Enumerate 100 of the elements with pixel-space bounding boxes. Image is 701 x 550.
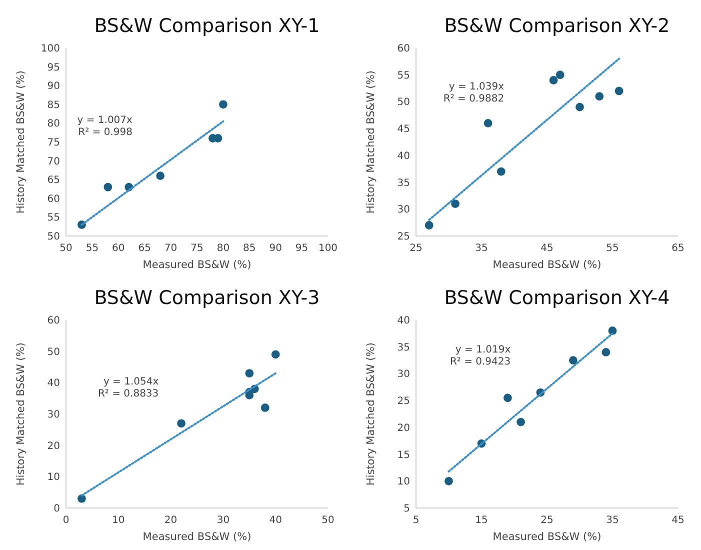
chart-title: BS&W Comparison XY-3: [94, 287, 320, 309]
y-tick-label: 30: [397, 204, 410, 216]
x-tick-label: 35: [606, 515, 619, 526]
annotation: R² = 0.9423: [450, 356, 511, 368]
point: [271, 350, 280, 359]
y-tick-label: 35: [397, 342, 410, 354]
annotation: y = 1.019x: [455, 344, 511, 356]
point: [504, 394, 512, 402]
y-tick-label: 100: [40, 44, 60, 54]
x-tick-label: 45: [672, 515, 684, 526]
point: [451, 200, 460, 208]
point: [496, 167, 506, 176]
y-tick-label: 25: [397, 232, 410, 242]
y-tick-label: 90: [47, 81, 60, 92]
x-tick-label: 65: [138, 243, 151, 254]
annotation: y = 1.039x: [448, 81, 504, 92]
y-tick-label: 50: [47, 346, 60, 358]
x-axis-title: Measured BS&W (%): [142, 259, 252, 271]
point: [260, 404, 270, 412]
y-tick-label: 60: [47, 316, 60, 326]
y-tick-label: 25: [397, 396, 410, 408]
y-tick-label: 95: [47, 62, 60, 74]
x-tick-label: 45: [540, 243, 554, 254]
x-tick-label: 35: [475, 243, 488, 254]
point: [219, 100, 228, 109]
y-tick-label: 60: [47, 194, 60, 205]
annotation: y = 1.054x: [103, 376, 159, 388]
point: [104, 182, 112, 192]
point: [484, 119, 492, 128]
point: [576, 102, 584, 112]
x-tick-label: 5: [412, 515, 420, 526]
x-tick-label: 70: [164, 243, 178, 254]
y-tick-label: 5: [404, 504, 410, 514]
y-axis-title: History Matched BS&W (%): [365, 342, 377, 486]
x-axis-title: Measured BS&W (%): [492, 531, 602, 543]
point: [516, 418, 525, 426]
annotation: R² = 0.9882: [443, 93, 504, 104]
x-tick-label: 65: [672, 243, 684, 254]
annotation: y = 1.007x: [77, 115, 133, 126]
annotation: R² = 0.998: [78, 127, 132, 138]
x-tick-label: 90: [269, 243, 282, 254]
y-tick-label: 10: [47, 472, 60, 484]
y-tick-label: 65: [47, 175, 60, 186]
x-tick-label: 60: [112, 243, 125, 254]
y-tick-label: 10: [397, 476, 410, 488]
x-tick-label: 25: [540, 515, 554, 526]
y-tick-label: 30: [397, 369, 410, 380]
point: [569, 356, 578, 364]
y-tick-label: 20: [47, 440, 60, 452]
x-tick-label: 95: [295, 243, 308, 254]
x-tick-label: 40: [269, 515, 282, 526]
y-tick-label: 0: [54, 504, 60, 514]
y-tick-label: 60: [397, 44, 410, 54]
x-tick-label: 80: [216, 243, 230, 254]
y-tick-label: 70: [47, 156, 60, 168]
point: [245, 369, 254, 378]
y-axis-title: History Matched BS&W (%): [15, 342, 27, 486]
point: [177, 419, 186, 428]
y-tick-label: 55: [47, 212, 60, 224]
chart-title: BS&W Comparison XY-2: [444, 15, 670, 37]
y-axis-title: History Matched BS&W (%): [365, 70, 377, 214]
y-tick-label: 75: [47, 138, 60, 148]
x-tick-label: 0: [62, 515, 70, 526]
x-tick-label: 55: [86, 243, 99, 254]
chart-title: BS&W Comparison XY-4: [444, 287, 670, 309]
x-tick-label: 50: [60, 243, 72, 254]
y-tick-label: 40: [397, 150, 410, 162]
x-tick-label: 30: [216, 515, 230, 526]
point: [424, 221, 434, 230]
point: [595, 92, 604, 101]
point: [444, 476, 453, 486]
y-tick-label: 20: [397, 422, 410, 434]
point: [602, 348, 610, 356]
x-tick-label: 15: [475, 515, 488, 526]
y-tick-label: 30: [47, 410, 60, 420]
y-tick-label: 85: [47, 100, 60, 111]
y-tick-label: 50: [47, 232, 60, 242]
x-tick-label: 20: [164, 515, 178, 526]
point: [549, 76, 558, 84]
y-axis-title: History Matched BS&W (%): [15, 70, 27, 214]
y-tick-label: 55: [397, 70, 410, 82]
x-axis-title: Measured BS&W (%): [492, 259, 602, 271]
y-tick-label: 80: [47, 118, 60, 130]
point: [556, 70, 564, 80]
annotation: R² = 0.8833: [98, 388, 159, 400]
y-tick-label: 15: [397, 450, 410, 461]
x-tick-label: 50: [322, 515, 334, 526]
y-tick-label: 50: [397, 97, 410, 108]
point: [156, 172, 165, 180]
y-tick-label: 35: [397, 178, 410, 189]
y-tick-label: 45: [397, 124, 410, 136]
point: [614, 86, 624, 96]
y-tick-label: 40: [397, 316, 410, 326]
x-tick-label: 85: [243, 243, 256, 254]
chart-title: BS&W Comparison XY-1: [94, 15, 320, 37]
x-tick-label: 75: [190, 243, 204, 254]
x-tick-label: 25: [410, 243, 422, 254]
x-axis-title: Measured BS&W (%): [142, 531, 252, 543]
y-tick-label: 40: [47, 378, 60, 390]
x-tick-label: 100: [318, 243, 338, 254]
